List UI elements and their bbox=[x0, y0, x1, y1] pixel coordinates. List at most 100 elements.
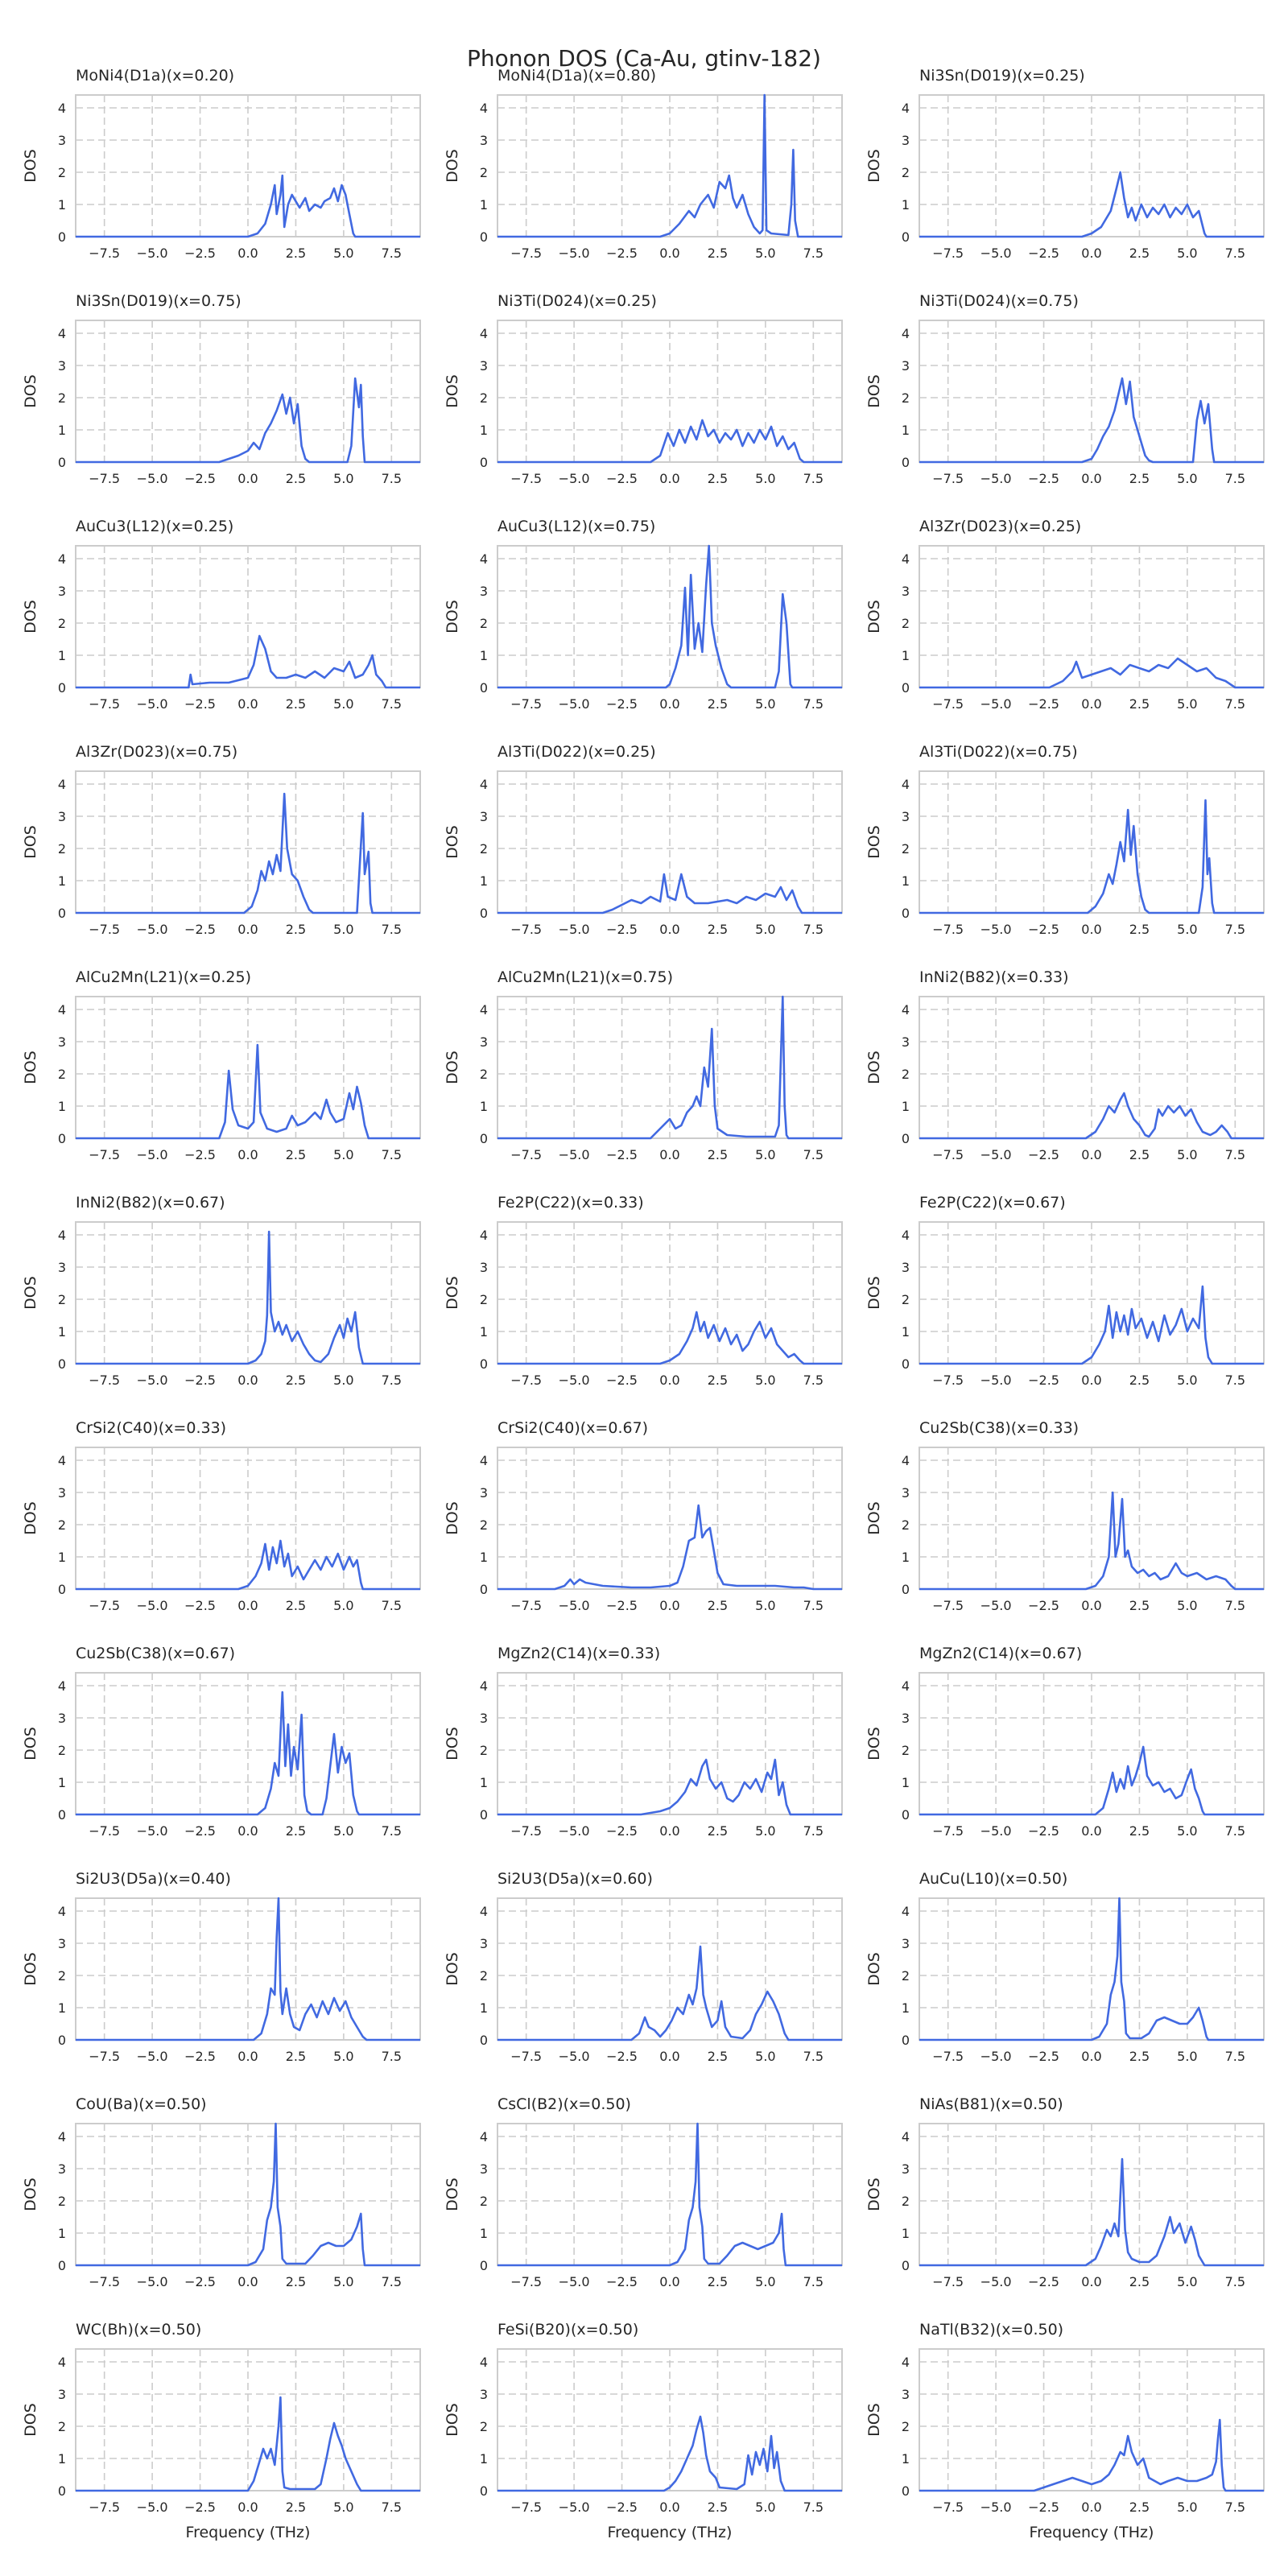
panel-title: AlCu2Mn(L21)(x=0.75) bbox=[497, 968, 673, 986]
x-tick-label: 2.5 bbox=[286, 2049, 306, 2064]
y-tick-label: 1 bbox=[480, 2451, 488, 2467]
dos-series-line bbox=[919, 799, 1264, 914]
y-tick-label: 0 bbox=[58, 455, 66, 470]
x-tick-label: −2.5 bbox=[606, 1598, 638, 1613]
y-tick-label: 0 bbox=[480, 455, 488, 470]
y-tick-label: 1 bbox=[58, 873, 66, 889]
x-tick-label: 5.0 bbox=[1177, 471, 1197, 486]
y-tick-label: 4 bbox=[480, 551, 488, 567]
y-tick-label: 2 bbox=[480, 616, 488, 631]
x-tick-label: 5.0 bbox=[333, 471, 353, 486]
dos-panel: −7.5 −5.0 −2.5 0.0 2.5 5.0 7.5 0 1 2 3 4 DOS Al3Ti(D0… bbox=[444, 743, 843, 937]
x-tick-label: −5.0 bbox=[137, 696, 168, 712]
y-tick-label: 1 bbox=[480, 648, 488, 663]
x-tick-label: 2.5 bbox=[708, 246, 728, 261]
x-tick-label: −2.5 bbox=[1028, 1373, 1059, 1388]
y-tick-label: 4 bbox=[480, 2355, 488, 2370]
x-tick-label: −2.5 bbox=[1028, 696, 1059, 712]
x-tick-label: −5.0 bbox=[137, 2500, 168, 2515]
x-tick-label: −5.0 bbox=[559, 2049, 590, 2064]
y-tick-label: 2 bbox=[480, 1292, 488, 1307]
dos-series-line bbox=[919, 2418, 1264, 2492]
dos-panel: −7.5 −5.0 −2.5 0.0 2.5 5.0 7.5 0 1 2 3 4 DOS Al3Zr(D0… bbox=[22, 743, 421, 937]
x-tick-label: 5.0 bbox=[333, 2274, 353, 2289]
x-tick-label: −2.5 bbox=[1028, 2274, 1059, 2289]
x-tick-label: 7.5 bbox=[382, 1373, 402, 1388]
x-tick-label: 7.5 bbox=[803, 2500, 824, 2515]
y-tick-label: 3 bbox=[58, 1260, 66, 1275]
x-tick-label: 2.5 bbox=[708, 471, 728, 486]
x-tick-label: 7.5 bbox=[1225, 246, 1245, 261]
x-tick-label: 7.5 bbox=[1225, 2049, 1245, 2064]
y-axis-label: DOS bbox=[22, 600, 39, 634]
y-axis-label: DOS bbox=[444, 600, 461, 634]
y-tick-label: 3 bbox=[58, 1711, 66, 1726]
y-tick-label: 0 bbox=[902, 1131, 910, 1146]
x-tick-label: 7.5 bbox=[1225, 1147, 1245, 1162]
x-tick-label: −5.0 bbox=[980, 1147, 1012, 1162]
y-tick-label: 3 bbox=[58, 133, 66, 148]
y-tick-label: 3 bbox=[902, 1260, 910, 1275]
panel-title: Si2U3(D5a)(x=0.40) bbox=[76, 1870, 231, 1888]
y-tick-label: 0 bbox=[480, 906, 488, 921]
x-tick-label: 7.5 bbox=[1225, 2500, 1245, 2515]
dos-series-line bbox=[919, 1745, 1264, 1816]
dos-panel: −7.5 −5.0 −2.5 0.0 2.5 5.0 7.5 0 1 2 3 4 DOS Al3Ti(D0… bbox=[865, 743, 1265, 937]
panel-title: InNi2(B82)(x=0.33) bbox=[919, 968, 1069, 986]
x-tick-label: 0.0 bbox=[237, 1598, 258, 1613]
x-tick-label: 2.5 bbox=[708, 1147, 728, 1162]
x-tick-label: 0.0 bbox=[659, 2500, 679, 2515]
dos-panel: −7.5 −5.0 −2.5 0.0 2.5 5.0 7.5 0 1 2 3 4 DOS AuCu3(L1… bbox=[444, 518, 843, 712]
dos-panel: −7.5 −5.0 −2.5 0.0 2.5 5.0 7.5 0 1 2 3 4 DOS MgZn2(C1… bbox=[865, 1645, 1265, 1839]
dos-series-line bbox=[76, 377, 420, 464]
x-tick-label: −2.5 bbox=[184, 1373, 216, 1388]
x-tick-label: 0.0 bbox=[1081, 1373, 1101, 1388]
panel-title: NiAs(B81)(x=0.50) bbox=[919, 2095, 1063, 2113]
x-tick-label: 2.5 bbox=[1129, 471, 1150, 486]
y-tick-label: 0 bbox=[902, 1356, 910, 1372]
x-tick-label: 0.0 bbox=[237, 1823, 258, 1839]
y-tick-label: 2 bbox=[902, 1067, 910, 1082]
panel-title: CrSi2(C40)(x=0.33) bbox=[76, 1419, 226, 1437]
y-axis-label: DOS bbox=[444, 2403, 461, 2437]
x-axis-label: Frequency (THz) bbox=[186, 2524, 311, 2541]
x-tick-label: −5.0 bbox=[137, 1823, 168, 1839]
y-tick-label: 2 bbox=[902, 1292, 910, 1307]
y-tick-label: 2 bbox=[480, 1067, 488, 1082]
dos-panel: −7.5 −5.0 −2.5 0.0 2.5 5.0 7.5 0 1 2 3 4 DOS Ni3Sn(D0… bbox=[22, 292, 421, 486]
x-tick-label: −7.5 bbox=[510, 2500, 542, 2515]
y-tick-label: 4 bbox=[480, 326, 488, 341]
dos-series-line bbox=[919, 1285, 1264, 1365]
y-tick-label: 1 bbox=[58, 1550, 66, 1565]
dos-panel: −7.5 −5.0 −2.5 0.0 2.5 5.0 7.5 0 1 2 3 4 DOS MoNi4(D1… bbox=[22, 67, 421, 261]
x-tick-label: −2.5 bbox=[606, 471, 638, 486]
y-tick-label: 1 bbox=[58, 197, 66, 213]
y-tick-label: 4 bbox=[902, 2355, 910, 2370]
y-tick-label: 1 bbox=[480, 2226, 488, 2241]
x-tick-label: 5.0 bbox=[333, 2500, 353, 2515]
x-tick-label: 0.0 bbox=[659, 1373, 679, 1388]
x-tick-label: 0.0 bbox=[659, 246, 679, 261]
x-tick-label: −2.5 bbox=[1028, 922, 1059, 937]
dos-series-line bbox=[497, 419, 842, 464]
x-tick-label: 7.5 bbox=[382, 1147, 402, 1162]
x-tick-label: 0.0 bbox=[659, 471, 679, 486]
x-tick-label: −2.5 bbox=[606, 696, 638, 712]
y-tick-label: 4 bbox=[58, 1002, 66, 1018]
x-tick-label: 0.0 bbox=[237, 922, 258, 937]
x-tick-label: −5.0 bbox=[980, 471, 1012, 486]
y-tick-label: 3 bbox=[902, 133, 910, 148]
y-tick-label: 0 bbox=[902, 455, 910, 470]
x-tick-label: −2.5 bbox=[606, 1147, 638, 1162]
x-tick-label: −2.5 bbox=[1028, 1598, 1059, 1613]
y-tick-label: 3 bbox=[480, 1260, 488, 1275]
x-tick-label: −7.5 bbox=[510, 471, 542, 486]
x-tick-label: −7.5 bbox=[89, 2274, 120, 2289]
y-tick-label: 1 bbox=[58, 423, 66, 438]
x-tick-label: −7.5 bbox=[89, 1147, 120, 1162]
y-tick-label: 2 bbox=[58, 841, 66, 857]
x-tick-label: −7.5 bbox=[932, 2049, 964, 2064]
dos-panel: −7.5 −5.0 −2.5 0.0 2.5 5.0 7.5 0 1 2 3 4 DOS Frequenc… bbox=[444, 2321, 843, 2541]
dos-series-line bbox=[497, 1504, 842, 1591]
panel-title: Cu2Sb(C38)(x=0.33) bbox=[919, 1419, 1079, 1437]
